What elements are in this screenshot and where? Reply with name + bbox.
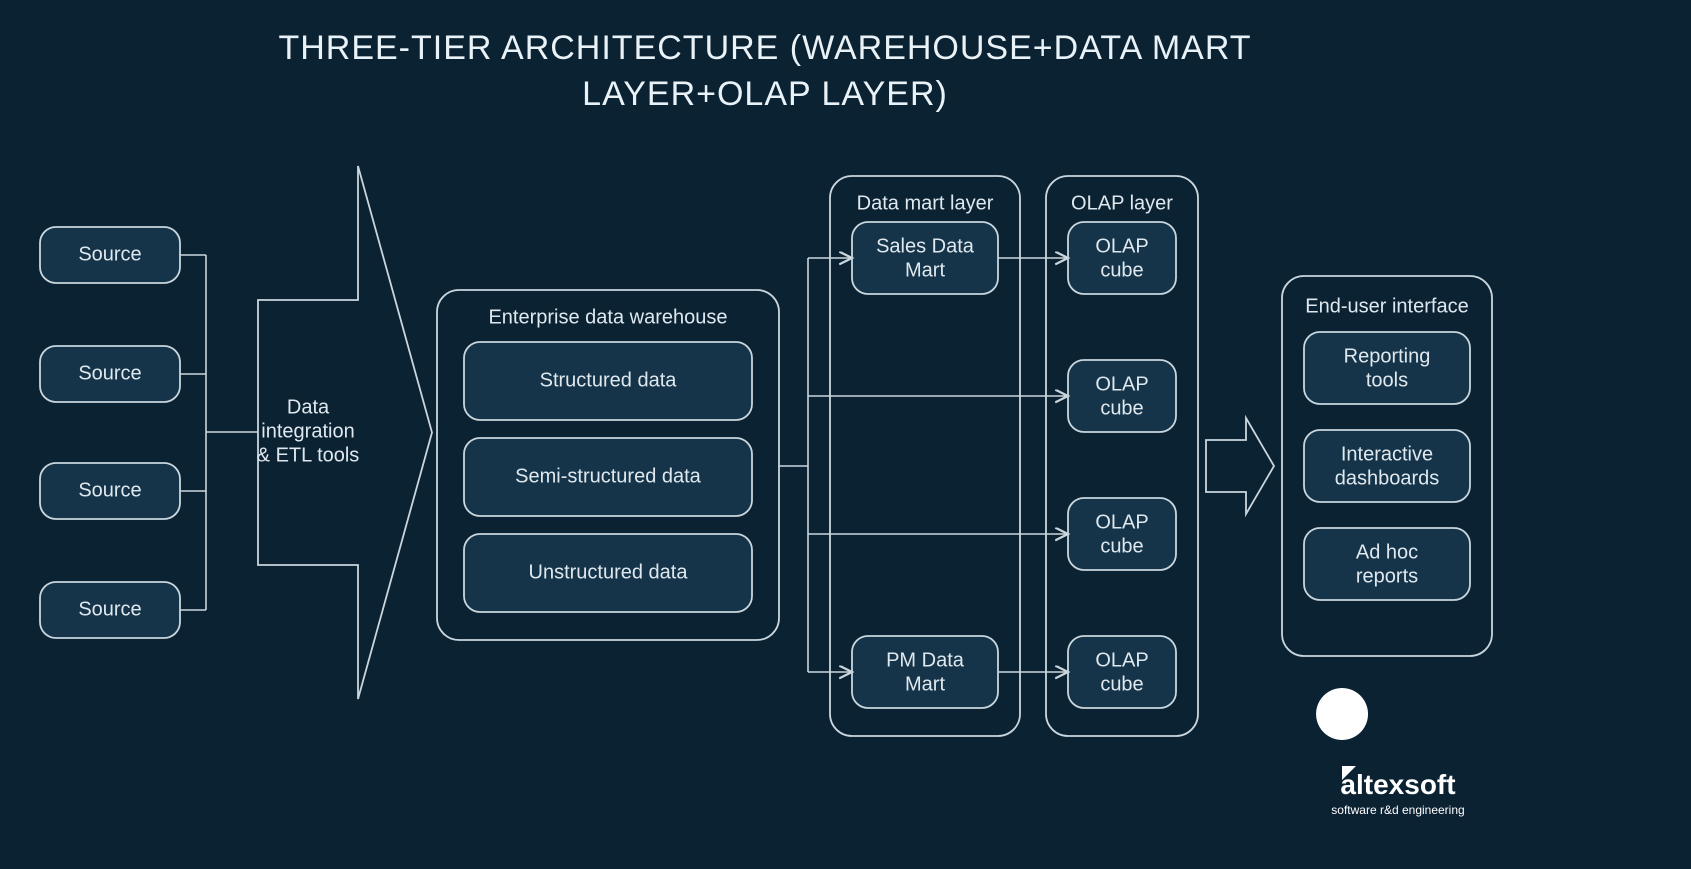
- warehouse-title: Enterprise data warehouse: [488, 306, 727, 328]
- olap-cube-label: OLAP: [1095, 511, 1148, 533]
- etl-label: integration: [261, 420, 354, 442]
- source-label: Source: [78, 362, 141, 384]
- source-label: Source: [78, 598, 141, 620]
- data-mart-label: Sales Data: [876, 235, 975, 257]
- end-user-item: [1304, 430, 1470, 502]
- brand-tagline: software r&d engineering: [1331, 803, 1464, 817]
- warehouse-item-label: Unstructured data: [529, 561, 689, 583]
- olap-cube-label: OLAP: [1095, 373, 1148, 395]
- etl-label: Data: [287, 396, 330, 418]
- end-user-item-label: tools: [1366, 369, 1408, 391]
- data-mart-label: PM Data: [886, 649, 965, 671]
- data-mart-label: Mart: [905, 673, 945, 695]
- olap-cube-label: cube: [1100, 259, 1143, 281]
- end-user-item-label: Ad hoc: [1356, 541, 1418, 563]
- end-user-item: [1304, 528, 1470, 600]
- olap-cube-node: [1068, 222, 1176, 294]
- warehouse-item-label: Semi-structured data: [515, 465, 702, 487]
- warehouse-item-label: Structured data: [540, 369, 678, 391]
- data-mart-title: Data mart layer: [857, 192, 994, 214]
- source-label: Source: [78, 479, 141, 501]
- olap-cube-node: [1068, 636, 1176, 708]
- data-mart-label: Mart: [905, 259, 945, 281]
- page-title-line2: LAYER+OLAP LAYER): [582, 75, 948, 113]
- olap-cube-label: OLAP: [1095, 235, 1148, 257]
- end-user-item: [1304, 332, 1470, 404]
- end-user-item-label: reports: [1356, 565, 1418, 587]
- brand-name: altexsoft: [1340, 769, 1455, 800]
- end-user-title: End-user interface: [1305, 295, 1468, 317]
- page-title-line1: THREE-TIER ARCHITECTURE (WAREHOUSE+DATA …: [278, 29, 1251, 67]
- source-label: Source: [78, 243, 141, 265]
- olap-cube-node: [1068, 360, 1176, 432]
- data-mart-node: [852, 222, 998, 294]
- data-mart-node: [852, 636, 998, 708]
- etl-label: & ETL tools: [257, 444, 360, 466]
- end-user-item-label: Reporting: [1344, 345, 1431, 367]
- olap-cube-node: [1068, 498, 1176, 570]
- olap-cube-label: OLAP: [1095, 649, 1148, 671]
- olap-cube-label: cube: [1100, 397, 1143, 419]
- olap-title: OLAP layer: [1071, 192, 1173, 214]
- olap-cube-label: cube: [1100, 535, 1143, 557]
- end-user-item-label: dashboards: [1335, 467, 1440, 489]
- olap-cube-label: cube: [1100, 673, 1143, 695]
- end-user-item-label: Interactive: [1341, 443, 1433, 465]
